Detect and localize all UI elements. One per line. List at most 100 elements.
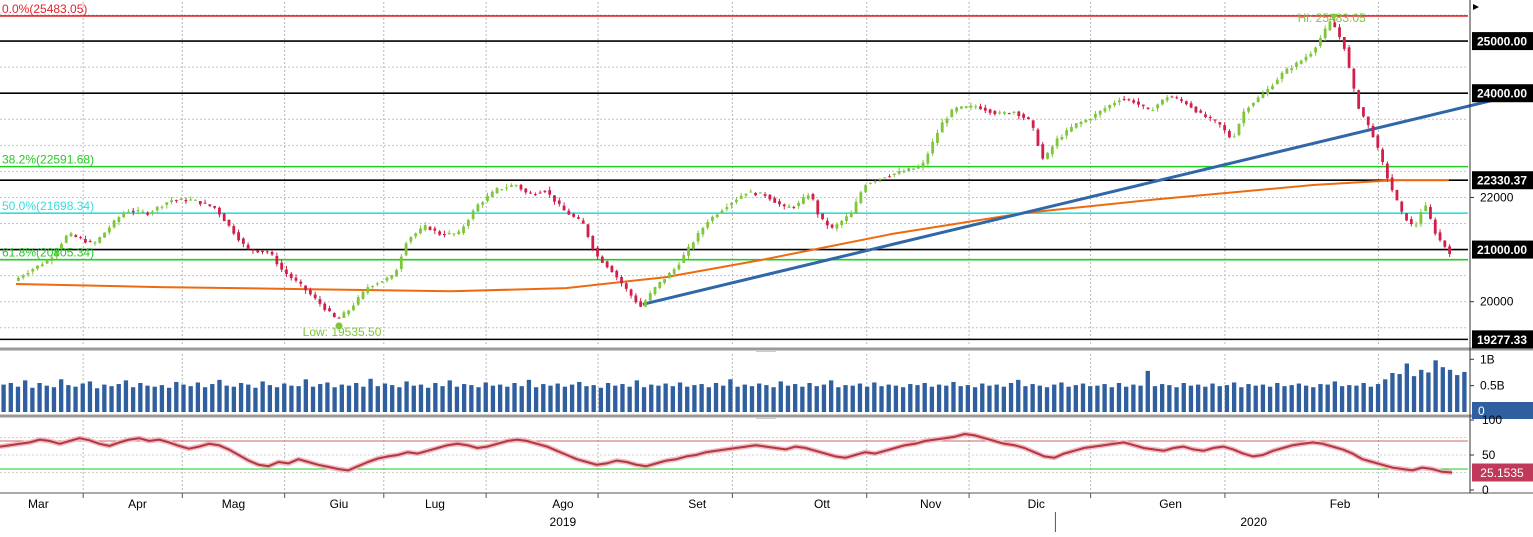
candle-up bbox=[840, 220, 844, 226]
candle-up bbox=[122, 212, 126, 218]
candle-down bbox=[1376, 135, 1380, 148]
volume-bar bbox=[1052, 384, 1057, 412]
candle-up bbox=[399, 256, 403, 269]
volume-bar bbox=[994, 384, 999, 412]
volume-bar bbox=[224, 385, 229, 412]
candle-up bbox=[682, 254, 686, 263]
volume-bar bbox=[533, 387, 539, 412]
volume-tick-label: 0.5B bbox=[1480, 379, 1505, 393]
candle-down bbox=[1390, 177, 1394, 191]
volume-bar bbox=[166, 387, 172, 412]
candle-up bbox=[859, 192, 863, 203]
volume-bar bbox=[210, 384, 215, 412]
volume-bar bbox=[828, 380, 834, 412]
candle-down bbox=[577, 217, 580, 219]
candle-down bbox=[993, 111, 997, 115]
volume-bar bbox=[757, 383, 762, 412]
volume-bar bbox=[1339, 386, 1345, 412]
candle-up bbox=[897, 171, 901, 174]
volume-bar bbox=[73, 386, 78, 412]
candle-up bbox=[55, 250, 59, 256]
candle-up bbox=[510, 185, 513, 187]
candle-up bbox=[490, 191, 494, 198]
candle-up bbox=[787, 206, 791, 208]
volume-bar bbox=[433, 383, 438, 412]
candle-up bbox=[40, 264, 44, 267]
candle-up bbox=[964, 106, 968, 108]
volume-bar bbox=[1347, 385, 1352, 412]
candle-up bbox=[926, 153, 930, 164]
candle-up bbox=[701, 227, 705, 235]
volume-bar bbox=[778, 381, 783, 412]
volume-bar bbox=[411, 385, 416, 412]
volume-bar bbox=[1246, 384, 1251, 412]
volume-bar bbox=[145, 385, 150, 412]
candle-up bbox=[366, 287, 370, 293]
candle-up bbox=[1161, 99, 1164, 105]
volume-bar bbox=[246, 384, 251, 412]
candle-down bbox=[251, 249, 255, 251]
candle-up bbox=[1070, 127, 1073, 132]
candle-up bbox=[356, 297, 360, 305]
candle-up bbox=[878, 178, 882, 180]
volume-bar bbox=[577, 381, 582, 412]
volume-bar bbox=[1253, 385, 1258, 412]
candle-up bbox=[170, 200, 173, 203]
volume-bar bbox=[1332, 381, 1338, 412]
candle-up bbox=[141, 211, 145, 213]
candle-up bbox=[715, 214, 719, 217]
volume-bar bbox=[195, 382, 201, 412]
candle-down bbox=[1409, 219, 1413, 224]
candle-down bbox=[299, 281, 303, 284]
volume-bar bbox=[375, 386, 380, 412]
candle-up bbox=[869, 182, 872, 184]
candle-up bbox=[677, 264, 681, 270]
volume-bar bbox=[1231, 382, 1237, 412]
candle-down bbox=[146, 212, 150, 215]
level-label: 22330.37 bbox=[1477, 174, 1527, 188]
volume-bar bbox=[685, 386, 690, 412]
volume-bar bbox=[109, 386, 114, 412]
candle-down bbox=[433, 228, 437, 231]
x-tick-label: Gen bbox=[1159, 497, 1182, 511]
candle-up bbox=[806, 195, 810, 199]
volume-bar bbox=[620, 384, 625, 412]
volume-bar bbox=[1282, 386, 1287, 412]
candle-up bbox=[117, 217, 121, 223]
rsi-tick-label: 50 bbox=[1482, 448, 1496, 462]
candle-down bbox=[1347, 47, 1351, 68]
volume-bar bbox=[562, 386, 568, 412]
candle-up bbox=[845, 216, 848, 222]
candle-up bbox=[136, 210, 140, 212]
candle-up bbox=[969, 105, 973, 108]
volume-bar bbox=[1145, 370, 1150, 412]
candle-down bbox=[988, 109, 992, 113]
candle-up bbox=[1323, 28, 1327, 39]
volume-bar bbox=[1267, 386, 1273, 412]
volume-bar bbox=[764, 385, 769, 412]
candle-up bbox=[500, 189, 504, 191]
candle-down bbox=[1026, 117, 1030, 120]
candle-up bbox=[802, 197, 805, 204]
candle-up bbox=[462, 226, 465, 234]
y-tick-label: 22000 bbox=[1480, 190, 1514, 204]
candle-up bbox=[423, 225, 427, 230]
candle-down bbox=[304, 285, 307, 291]
volume-bar bbox=[1311, 387, 1316, 412]
candle-down bbox=[581, 220, 585, 224]
volume-bar bbox=[951, 381, 956, 412]
volume-bar bbox=[857, 383, 863, 412]
candle-up bbox=[974, 106, 978, 108]
candle-down bbox=[318, 299, 322, 304]
volume-bar bbox=[605, 383, 611, 412]
candle-down bbox=[596, 247, 599, 257]
candle-up bbox=[663, 279, 666, 283]
volume-bar bbox=[980, 383, 985, 412]
candle-down bbox=[294, 277, 298, 281]
volume-bar bbox=[66, 385, 71, 412]
candle-down bbox=[261, 250, 264, 253]
volume-bar bbox=[318, 384, 323, 412]
candle-up bbox=[1113, 102, 1116, 106]
volume-bar bbox=[836, 387, 841, 412]
